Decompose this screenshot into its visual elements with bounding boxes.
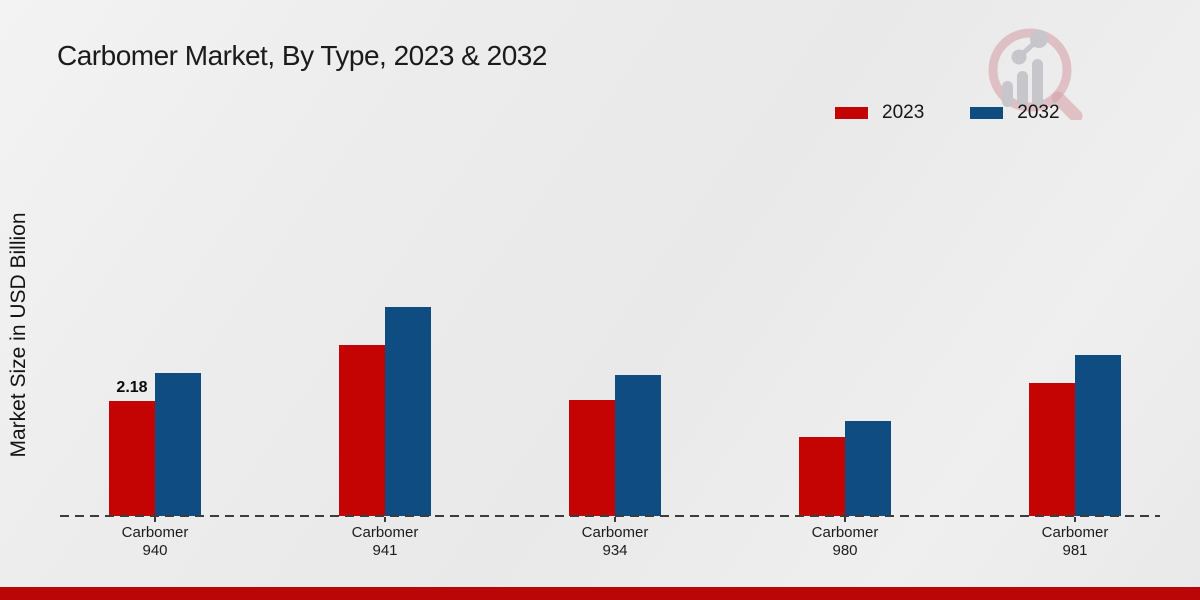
legend-item-2032: 2032 [970, 102, 1060, 124]
bar-2032-carbomer-981 [1075, 355, 1121, 516]
bar-value-label: 2.18 [116, 379, 148, 396]
bar-chart-magnifier-logo-icon [988, 28, 1083, 120]
bar-2023-carbomer-941 [339, 345, 385, 516]
bar-2023-carbomer-934 [569, 400, 615, 516]
legend-item-2023: 2023 [835, 102, 924, 124]
x-axis-category-label: Carbomer 940 [121, 524, 189, 559]
bar-2032-carbomer-934 [615, 375, 661, 516]
x-axis-category-label: Carbomer 981 [1041, 524, 1109, 559]
x-axis-category-label: Carbomer 941 [351, 524, 419, 559]
legend-label-2023: 2023 [882, 102, 925, 123]
y-axis-label: Market Size in USD Billion [7, 212, 30, 458]
footer-red-strip [0, 587, 1200, 600]
x-axis-tick [384, 517, 386, 522]
chart-legend: 2023 2032 [835, 102, 1060, 124]
x-axis-category-label: Carbomer 934 [581, 524, 649, 559]
x-axis-tick [844, 517, 846, 522]
bar-2032-carbomer-940 [155, 373, 201, 516]
x-axis-tick [154, 517, 156, 522]
x-axis-baseline [60, 515, 1160, 517]
legend-swatch-2032 [970, 107, 1004, 119]
x-axis-tick [614, 517, 616, 522]
legend-label-2032: 2032 [1017, 102, 1060, 123]
bar-2023-carbomer-981 [1029, 383, 1075, 516]
bar-2032-carbomer-980 [845, 421, 891, 516]
bar-2023-carbomer-940 [109, 401, 155, 516]
bar-2032-carbomer-941 [385, 307, 431, 516]
legend-swatch-2023 [835, 107, 868, 119]
bar-2023-carbomer-980 [799, 437, 845, 516]
chart-title: Carbomer Market, By Type, 2023 & 2032 [57, 40, 547, 71]
x-axis-tick [1074, 517, 1076, 522]
x-axis-category-label: Carbomer 980 [811, 524, 879, 559]
plot-area: 2.18 [60, 0, 1160, 516]
